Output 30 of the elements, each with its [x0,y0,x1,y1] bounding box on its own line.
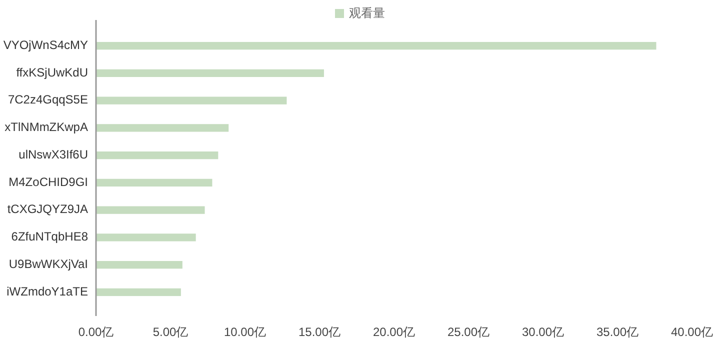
bar [96,206,205,214]
y-tick-label: ffxKSjUwKdU [16,65,88,80]
y-tick-label: 6ZfuNTqbHE8 [11,230,88,244]
bar [96,151,218,160]
legend-label: 观看量 [349,6,385,20]
bar [96,42,656,50]
x-tick-label: 35.00亿 [596,325,639,339]
y-tick-label: VYOjWnS4cMY [3,38,88,52]
x-tick-label: 30.00亿 [522,325,564,339]
bar [96,124,229,132]
bar [96,96,287,104]
x-tick-label: 15.00亿 [298,325,341,339]
x-tick-label: 25.00亿 [447,325,490,339]
bar [96,260,182,269]
bar [96,178,212,187]
bar [96,234,196,242]
y-tick-label: iWZmdoY1aTE [6,284,88,298]
y-tick-label: tCXGJQYZ9JA [7,202,88,216]
y-tick-label: U9BwWKXjVaI [8,256,88,271]
x-tick-label: 40.00亿 [670,325,714,339]
y-tick-label: M4ZoCHID9GI [8,174,88,189]
y-tick-label: ulNswX3If6U [18,147,88,162]
y-tick-label: 7C2z4GqqS5E [8,92,88,107]
x-tick-label: 5.00亿 [152,325,188,339]
y-tick-label: xTlNMmZKwpA [4,120,88,134]
x-tick-label: 20.00亿 [372,325,416,339]
x-tick-label: 10.00亿 [224,325,266,339]
bar [96,69,324,78]
x-tick-label: 0.00亿 [78,325,114,339]
bar [96,288,181,296]
